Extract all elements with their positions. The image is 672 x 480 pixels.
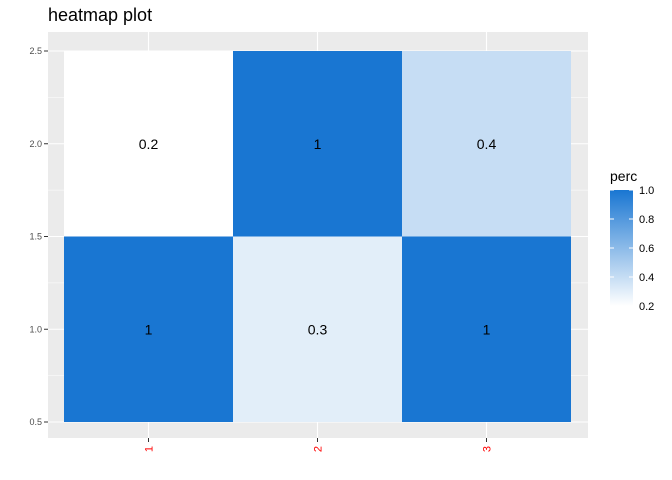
- cell-value-label: 1: [483, 321, 491, 337]
- x-tick-label: 3: [482, 446, 494, 452]
- heatmap-cell: [402, 51, 571, 237]
- heatmap-cell: [233, 236, 402, 422]
- cell-value-label: 0.2: [139, 136, 159, 152]
- legend-tick-label: 1.0: [639, 185, 654, 197]
- legend: perc 0.2 0.4 0.6 0.8 1.0: [610, 168, 654, 313]
- cell-value-label: 0.3: [308, 321, 328, 337]
- legend-tick-label: 0.6: [639, 243, 654, 255]
- y-axis: 0.5 1.0 1.5 2.0 2.5: [29, 46, 48, 427]
- heatmap-cell: [402, 236, 571, 422]
- legend-tick-label: 0.8: [639, 214, 654, 226]
- cell-value-label: 1: [145, 321, 153, 337]
- x-axis: 1 2 3: [144, 438, 494, 452]
- cell-value-label: 0.4: [477, 136, 497, 152]
- cell-value-label: 1: [314, 136, 322, 152]
- x-tick-label: 2: [313, 446, 325, 452]
- heatmap-cell: [64, 51, 233, 237]
- legend-colorbar: [610, 190, 633, 306]
- y-tick-label: 1.0: [29, 324, 42, 334]
- legend-tick-label: 0.4: [639, 272, 654, 284]
- heatmap-cells: [64, 51, 571, 422]
- y-tick-label: 1.5: [29, 232, 42, 242]
- y-tick-label: 0.5: [29, 417, 42, 427]
- y-tick-label: 2.5: [29, 46, 42, 56]
- heatmap-cell: [233, 51, 402, 237]
- chart-title: heatmap plot: [48, 5, 152, 25]
- legend-tick-label: 0.2: [639, 301, 654, 313]
- heatmap-cell: [64, 236, 233, 422]
- legend-title: perc: [610, 168, 637, 184]
- x-tick-label: 1: [144, 446, 156, 452]
- cell-labels: 1 0.3 1 0.2 1 0.4: [139, 136, 497, 338]
- y-tick-label: 2.0: [29, 139, 42, 149]
